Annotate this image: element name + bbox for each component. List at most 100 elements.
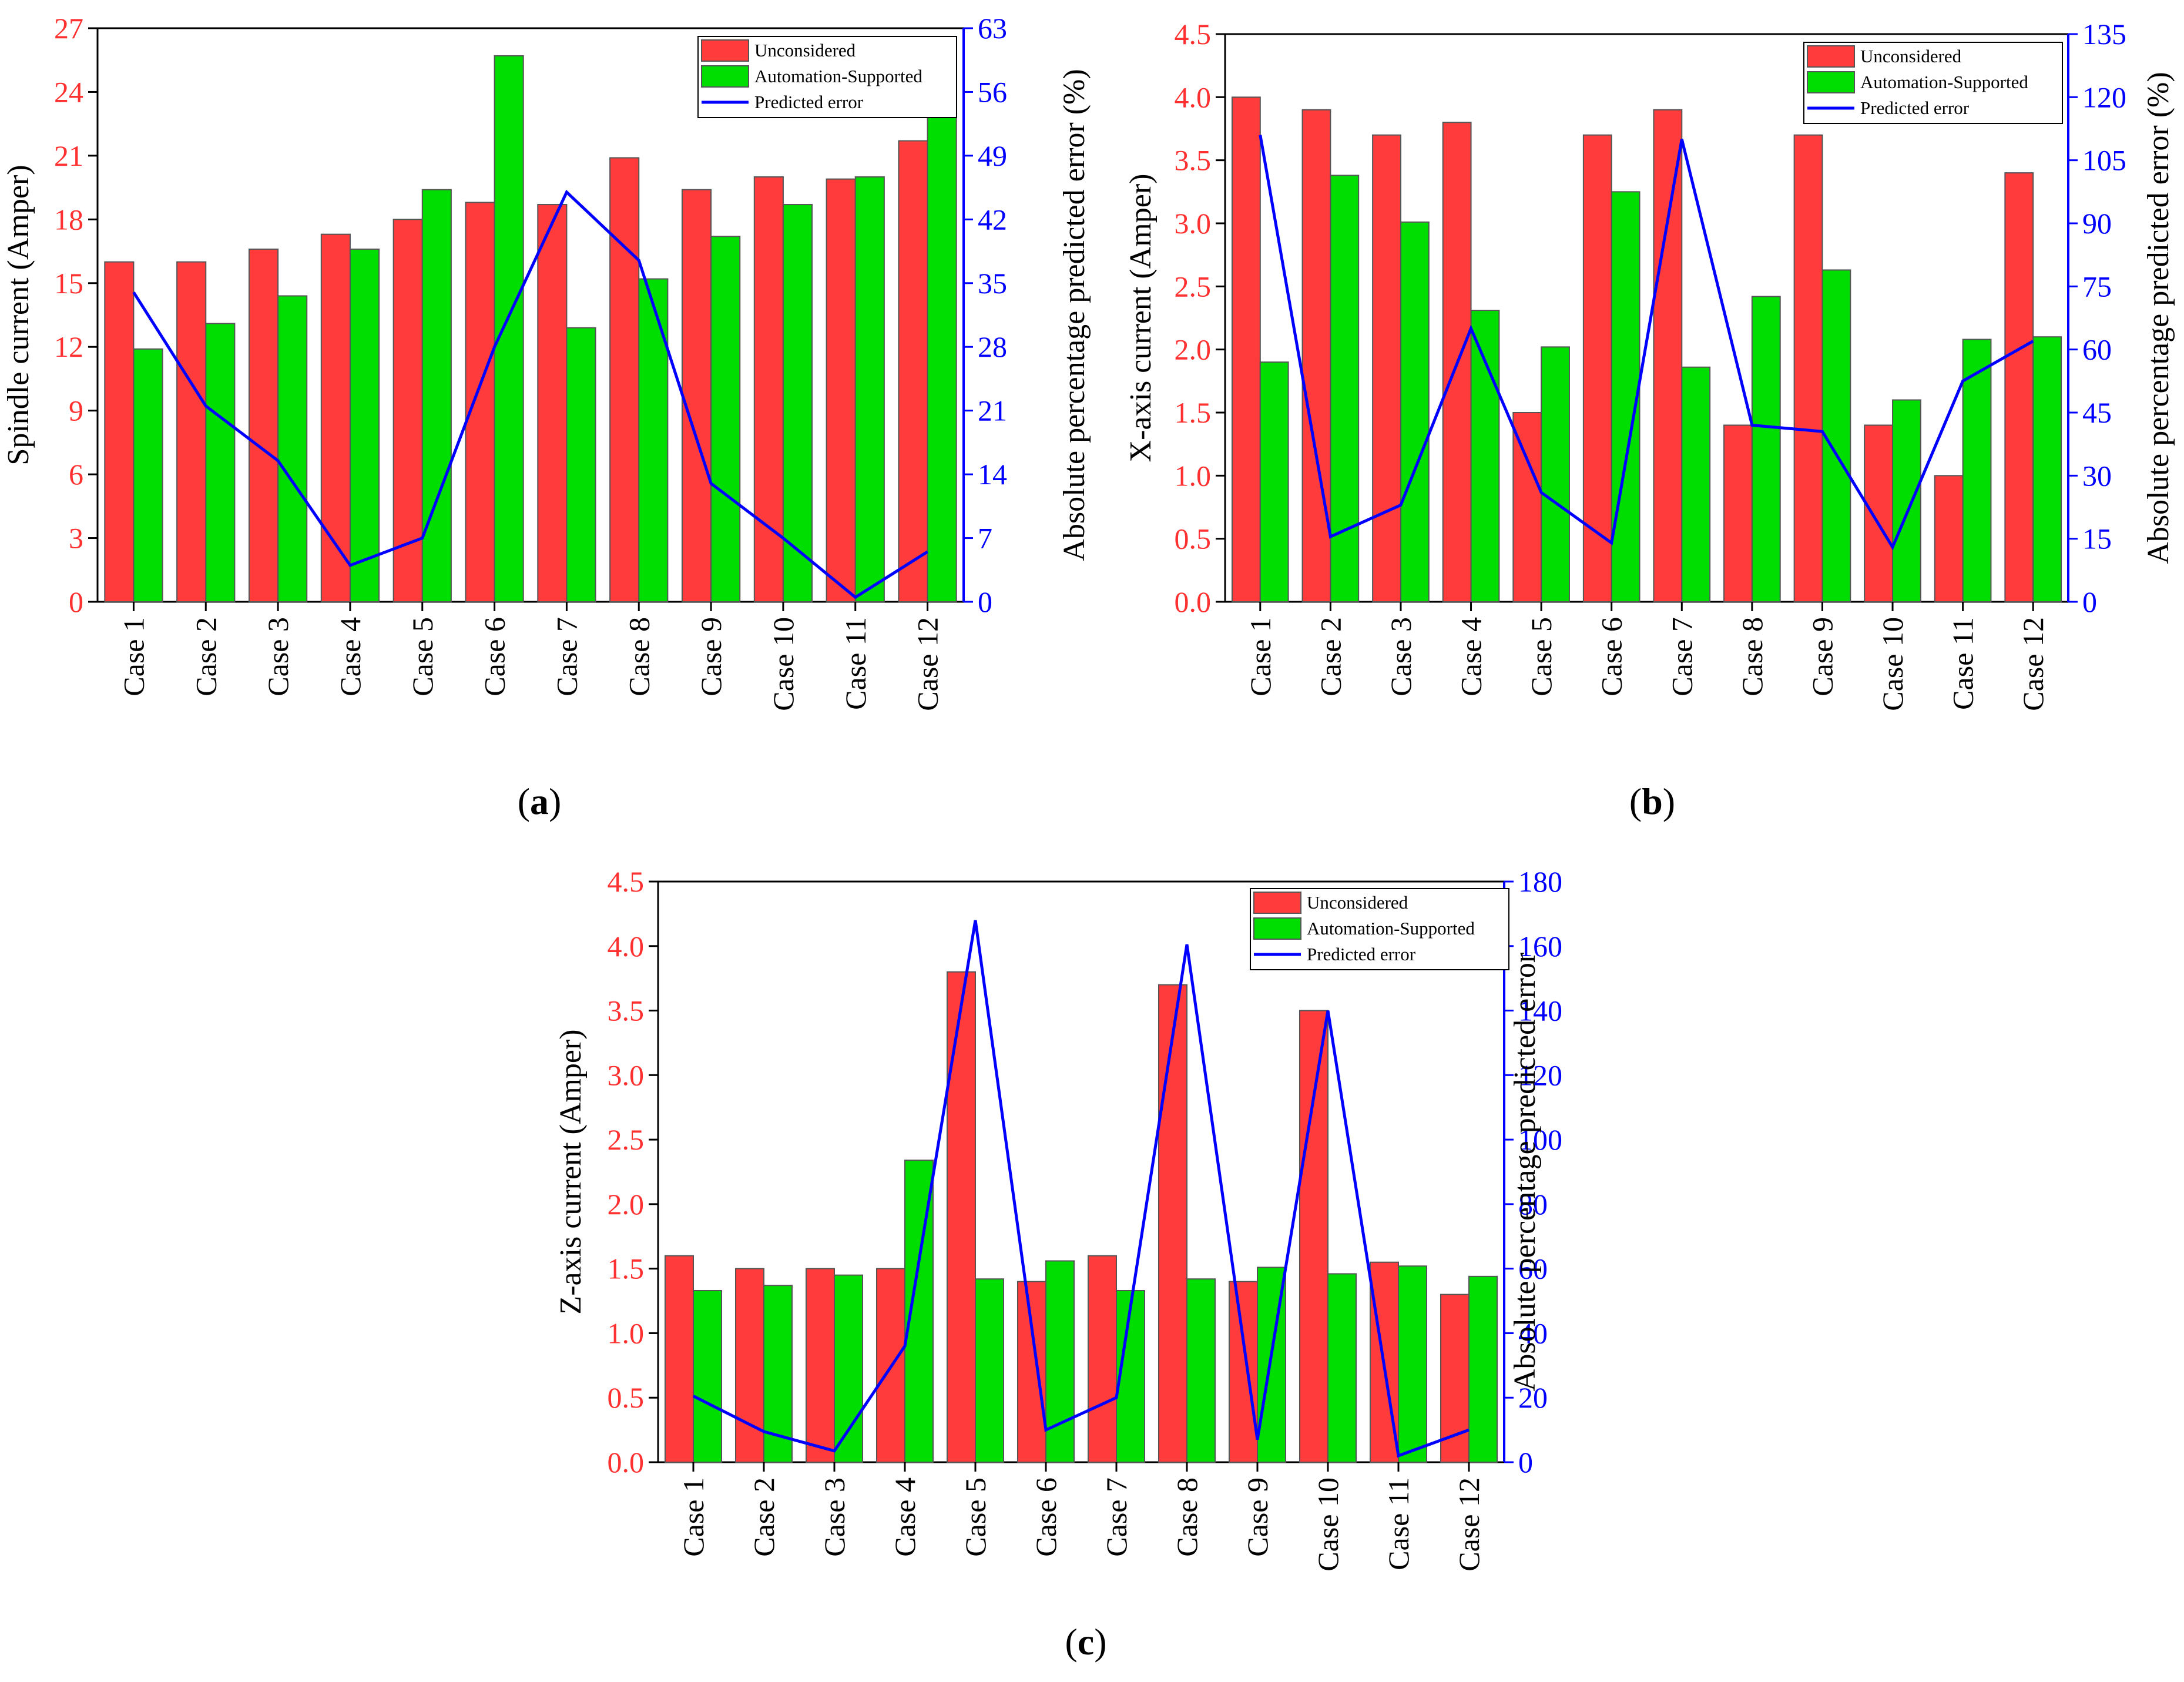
bar-automation-case-9 bbox=[710, 236, 741, 603]
x-tick-label: Case 12 bbox=[911, 617, 944, 711]
x-tick-label: Case 11 bbox=[1947, 617, 1980, 710]
left-tick-label: 2.0 bbox=[1175, 333, 1212, 366]
right-tick-label: 56 bbox=[978, 75, 1007, 108]
x-tick-label: Case 6 bbox=[1595, 617, 1628, 696]
panel-label: (c) bbox=[1065, 1621, 1106, 1663]
left-tick-label: 21 bbox=[54, 139, 83, 172]
left-tick-label: 2.5 bbox=[608, 1123, 645, 1156]
bar-unconsidered-case-12 bbox=[2004, 172, 2034, 602]
legend-label-unconsidered: Unconsidered bbox=[1307, 892, 1408, 913]
bar-unconsidered-case-9 bbox=[1229, 1281, 1258, 1463]
right-tick-label: 60 bbox=[1518, 1252, 1548, 1285]
bar-unconsidered-case-7 bbox=[1653, 109, 1683, 603]
right-tick-label: 45 bbox=[2082, 396, 2112, 429]
x-axis: Case 1 Case 2 Case 3 Case 4 Case 5 Case 6 Case… bbox=[117, 602, 944, 711]
panel-label-close: ) bbox=[549, 780, 561, 822]
x-tick-label: Case 9 bbox=[1241, 1477, 1274, 1557]
x-tick-label: Case 10 bbox=[1876, 617, 1909, 711]
chart-panel-c: 0.0 0.5 1.0 1.5 2.0 2.5 3.0 3.5 4.0 4.5 Z-axis cur… bbox=[554, 865, 1562, 1663]
left-axis: 0.0 0.5 1.0 1.5 2.0 2.5 3.0 3.5 4.0 4.5 Z-axis cur… bbox=[554, 865, 658, 1479]
left-tick-label: 0.5 bbox=[608, 1381, 645, 1414]
predicted-error-line bbox=[132, 189, 928, 599]
right-tick-label: 75 bbox=[2082, 270, 2112, 303]
x-tick-label: Case 3 bbox=[818, 1477, 851, 1557]
left-tick-label: 6 bbox=[69, 458, 83, 491]
left-tick-label: 2.0 bbox=[608, 1188, 645, 1221]
bar-automation-case-7 bbox=[1681, 366, 1711, 602]
right-tick-label: 0 bbox=[978, 585, 992, 618]
bar-unconsidered-case-11 bbox=[1934, 475, 1964, 602]
bar-automation-case-6 bbox=[1045, 1260, 1075, 1463]
legend-label-unconsidered: Unconsidered bbox=[754, 40, 856, 61]
bar-unconsidered-case-7 bbox=[537, 204, 568, 603]
left-axis: 0.0 0.5 1.0 1.5 2.0 2.5 3.0 3.5 4.0 4.5 X-axis cur… bbox=[1124, 18, 1225, 618]
predicted-error-line bbox=[1259, 135, 2034, 551]
bar-unconsidered-case-3 bbox=[248, 248, 279, 602]
x-tick-label: Case 7 bbox=[1100, 1477, 1133, 1557]
left-tick-label: 0 bbox=[69, 585, 83, 618]
legend-label-automation: Automation-Supported bbox=[754, 66, 922, 86]
bar-unconsidered-case-5 bbox=[392, 219, 423, 603]
bar-automation-case-2 bbox=[1330, 175, 1360, 602]
bar-automation-case-8 bbox=[1751, 296, 1781, 602]
bar-unconsidered-case-10 bbox=[1864, 424, 1894, 602]
bar-unconsidered-case-2 bbox=[735, 1268, 764, 1463]
left-tick-label: 2.5 bbox=[1175, 270, 1212, 303]
right-tick-label: 49 bbox=[978, 139, 1007, 172]
bar-unconsidered-case-12 bbox=[898, 140, 928, 602]
left-tick-label: 9 bbox=[69, 394, 83, 427]
bar-unconsidered-case-12 bbox=[1440, 1294, 1470, 1463]
left-tick-label: 3.5 bbox=[608, 994, 645, 1027]
right-axis: 0 15 30 45 60 75 90 105 120 135 Absolute percentag… bbox=[2067, 18, 2175, 618]
x-axis: Case 1 Case 2 Case 3 Case 4 Case 5 Case 6 Case… bbox=[1244, 602, 2049, 711]
bar-automation-case-12 bbox=[927, 112, 957, 602]
bar-unconsidered-case-3 bbox=[1372, 134, 1401, 602]
bar-unconsidered-case-8 bbox=[609, 157, 640, 602]
right-tick-label: 120 bbox=[1518, 1058, 1562, 1091]
left-tick-label: 12 bbox=[54, 330, 83, 363]
x-tick-label: Case 2 bbox=[1314, 617, 1347, 696]
panel-label-open: ( bbox=[1065, 1621, 1077, 1663]
right-axis-title: Absolute percentage predicted error (%) bbox=[2142, 72, 2175, 564]
bar-unconsidered-case-5 bbox=[947, 971, 976, 1463]
x-tick-label: Case 10 bbox=[1311, 1477, 1344, 1572]
x-tick-label: Case 3 bbox=[261, 617, 294, 696]
bar-automation-case-3 bbox=[277, 295, 308, 602]
left-tick-label: 27 bbox=[54, 12, 83, 45]
bar-automation-case-11 bbox=[1398, 1265, 1427, 1463]
bar-automation-case-3 bbox=[834, 1274, 863, 1463]
bar-unconsidered-case-6 bbox=[465, 202, 495, 603]
legend-swatch-automation bbox=[1253, 917, 1301, 940]
x-tick-label: Case 8 bbox=[622, 617, 655, 696]
right-tick-label: 0 bbox=[2082, 585, 2097, 618]
x-tick-label: Case 1 bbox=[677, 1477, 710, 1557]
bar-automation-case-9 bbox=[1821, 269, 1851, 602]
legend-swatch-unconsidered bbox=[1807, 45, 1855, 68]
legend-label-predicted-error: Predicted error bbox=[1307, 944, 1416, 964]
panel-label: (b) bbox=[1629, 780, 1675, 822]
bar-unconsidered-case-8 bbox=[1723, 424, 1753, 602]
bars bbox=[665, 971, 1498, 1463]
bar-unconsidered-case-1 bbox=[104, 261, 135, 602]
left-tick-label: 0.0 bbox=[608, 1446, 645, 1479]
bar-automation-case-7 bbox=[566, 327, 596, 602]
left-tick-label: 0.5 bbox=[1175, 522, 1212, 555]
left-axis-title: Z-axis current (Amper) bbox=[554, 1029, 588, 1314]
left-tick-label: 3 bbox=[69, 522, 83, 555]
legend-swatch-automation bbox=[701, 65, 749, 88]
bar-unconsidered-case-9 bbox=[1793, 134, 1823, 602]
panel-label-open: ( bbox=[1629, 780, 1642, 822]
right-tick-label: 135 bbox=[2082, 18, 2126, 51]
bar-automation-case-10 bbox=[1892, 399, 1921, 602]
left-tick-label: 18 bbox=[54, 203, 83, 236]
right-tick-label: 105 bbox=[2082, 144, 2126, 177]
left-tick-label: 3.0 bbox=[1175, 207, 1212, 240]
legend-swatch-unconsidered bbox=[1253, 892, 1301, 914]
bar-unconsidered-case-6 bbox=[1017, 1281, 1046, 1463]
bar-automation-case-12 bbox=[2032, 336, 2062, 602]
right-tick-label: 160 bbox=[1518, 930, 1562, 963]
left-tick-label: 4.5 bbox=[1175, 18, 1212, 51]
panel-label-close: ) bbox=[1094, 1621, 1106, 1663]
right-tick-label: 30 bbox=[2082, 459, 2112, 492]
predicted-error-line bbox=[692, 920, 1470, 1458]
